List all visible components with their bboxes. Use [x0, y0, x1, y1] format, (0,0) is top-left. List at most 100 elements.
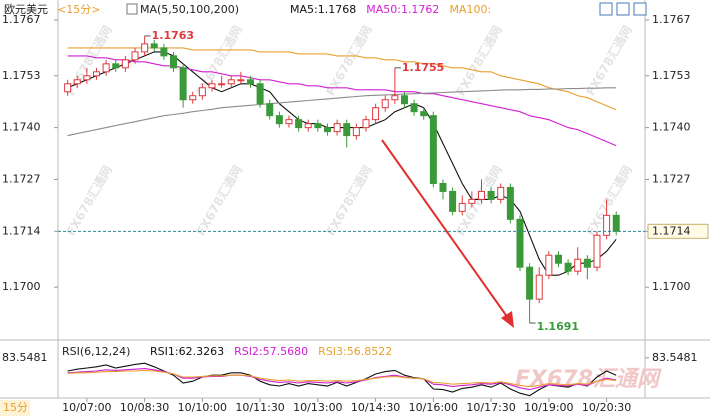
trend-arrowhead: [501, 311, 514, 328]
chart-subtitle: <15分>: [57, 3, 100, 16]
candle-body: [612, 214, 620, 232]
candle-body: [429, 115, 437, 184]
y-tick-label-right: 1.1753: [652, 69, 691, 82]
annotation-label: 1.1691: [537, 320, 579, 333]
candle-body: [102, 63, 110, 73]
icon-button[interactable]: [599, 2, 613, 16]
candle-body: [218, 83, 226, 86]
candle-body: [449, 190, 457, 212]
candle-body: [372, 107, 380, 121]
icon-button[interactable]: [633, 2, 647, 16]
indicator-label: MA(5,50,100,200): [140, 3, 239, 16]
ma-line: [67, 87, 617, 137]
interval-badge[interactable]: [0, 400, 30, 416]
candle-body: [564, 262, 572, 272]
y-tick-label: 1.1753: [2, 69, 41, 82]
candle-body: [535, 274, 543, 300]
candle-body: [352, 127, 360, 137]
candle-body: [314, 123, 322, 129]
x-tick-label: 10/10:00: [178, 401, 227, 414]
candle-body: [73, 79, 81, 85]
x-tick-label: 10/14:30: [351, 401, 400, 414]
candle-body: [275, 115, 283, 125]
candle-body: [362, 119, 370, 129]
candle-body: [208, 83, 216, 89]
y-tick-label: 1.1714: [2, 224, 41, 237]
candle-body: [391, 95, 399, 101]
ma-legend: MA100:: [449, 3, 491, 16]
candle-body: [295, 119, 303, 129]
candle-body: [169, 55, 177, 69]
y-tick-label: 1.1727: [2, 172, 41, 185]
interval-label: 15分: [3, 401, 28, 414]
x-tick-label: 10/19:00: [524, 401, 573, 414]
last-price-label: 1.1714: [652, 224, 691, 237]
candle-body: [256, 83, 264, 105]
candle-body: [554, 254, 562, 264]
x-tick-label: 10/16:00: [409, 401, 458, 414]
annotation-label: 1.1755: [402, 61, 444, 74]
last-price-box: [647, 223, 709, 239]
x-tick-label: 10/20:30: [582, 401, 631, 414]
y-tick-label: 1.1740: [2, 121, 41, 134]
candle-body: [477, 190, 485, 200]
watermark-logo: FX678汇通网: [515, 367, 662, 392]
candle-body: [285, 119, 293, 125]
candle-body: [410, 103, 418, 113]
y-tick-label-right: 1.1740: [652, 121, 691, 134]
y-tick-label-right: 1.1767: [652, 13, 691, 26]
ma-line: [67, 51, 617, 276]
ma-line: [67, 47, 617, 111]
candle-body: [150, 43, 158, 49]
candle-body: [266, 103, 274, 117]
candle-body: [237, 79, 245, 82]
rsi-line: [67, 362, 617, 397]
y-tick-label-right: 1.1727: [652, 172, 691, 185]
y-tick-label: 1.1767: [2, 13, 41, 26]
annotation-label: 1.1763: [152, 29, 194, 42]
x-tick-label: 10/11:30: [235, 401, 284, 414]
candle-body: [141, 43, 149, 53]
candle-body: [333, 123, 341, 133]
candle-body: [487, 190, 495, 200]
candle-body: [343, 123, 351, 137]
candle-body: [506, 186, 514, 220]
candle-body: [160, 47, 168, 57]
rsi-legend: RSI2:57.5680: [234, 345, 308, 358]
candle-body: [246, 79, 254, 85]
candle-body: [83, 75, 91, 81]
candle-body: [574, 258, 582, 272]
ma-toggle-icon[interactable]: [126, 3, 138, 15]
candle-body: [381, 99, 389, 109]
icon-button[interactable]: [616, 2, 630, 16]
candle-body: [304, 123, 312, 129]
candle-body: [545, 254, 553, 276]
candle-body: [112, 63, 120, 69]
candle-body: [439, 182, 447, 192]
rsi-tick-label: 83.5481: [2, 351, 48, 364]
candle-body: [593, 234, 601, 268]
ma-legend: MA5:1.1768: [290, 3, 356, 16]
candle-body: [603, 214, 611, 236]
candle-body: [323, 127, 331, 133]
y-tick-label: 1.1700: [2, 280, 41, 293]
x-tick-label: 10/17:30: [466, 401, 515, 414]
candle-body: [526, 266, 534, 300]
rsi-line: [67, 368, 617, 391]
candle-body: [189, 95, 197, 101]
candle-body: [497, 186, 505, 200]
candle-body: [583, 258, 591, 268]
candle-body: [131, 51, 139, 61]
x-tick-label: 10/13:00: [293, 401, 342, 414]
y-tick-label-right: 1.1700: [652, 280, 691, 293]
rsi-legend: RSI3:56.8522: [318, 345, 392, 358]
candle-body: [420, 111, 428, 117]
candle-body: [64, 83, 72, 93]
candle-body: [179, 67, 187, 101]
candle-body: [227, 79, 235, 85]
candle-body: [198, 87, 206, 97]
rsi-legend: RSI1:62.3263: [150, 345, 224, 358]
